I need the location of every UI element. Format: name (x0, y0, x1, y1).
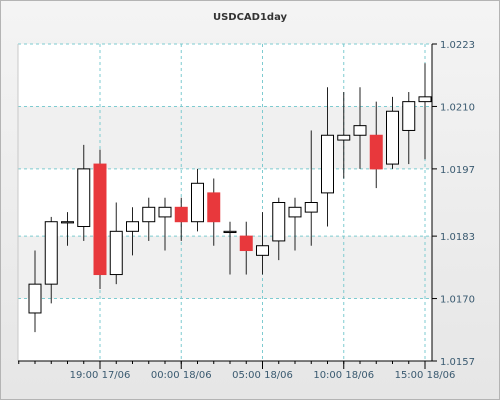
candle-body-up (288, 206, 302, 218)
candle-body-up (321, 134, 334, 194)
plot-band (18, 298, 432, 361)
candle-body-up (353, 125, 367, 136)
candle-body-up (402, 101, 416, 131)
candle-body-up (223, 230, 237, 234)
candle-body-up (191, 182, 204, 223)
candle-body-down (93, 163, 107, 276)
candle-body-up (28, 283, 42, 314)
chart-title: USDCAD1day (212, 12, 288, 23)
x-tick-label: 00:00 18/06 (151, 370, 212, 381)
candle-body-up (44, 221, 58, 285)
candle-body-up (256, 245, 269, 256)
candle-body-up (418, 96, 432, 103)
candle-body-down (239, 235, 253, 252)
x-tick-label: 19:00 17/06 (70, 370, 131, 381)
candle-body-down (174, 206, 188, 223)
plot-band (18, 44, 432, 107)
y-tick-label: 1.0197 (440, 165, 475, 176)
candle-body-down (369, 134, 383, 170)
candle-body-up (126, 221, 139, 232)
y-tick-label: 1.0223 (440, 40, 475, 51)
candle-body-up (158, 206, 172, 218)
candle-body-up (386, 110, 399, 165)
candle-body-down (207, 192, 221, 223)
y-tick-label: 1.0210 (440, 102, 475, 113)
candle-body-up (61, 221, 74, 224)
candle-body-up (337, 134, 351, 141)
candle-body-up (142, 206, 156, 223)
candle-body-up (304, 202, 318, 213)
y-tick-label: 1.0157 (440, 357, 475, 368)
candle-body-up (77, 168, 91, 228)
candle-body-up (109, 230, 123, 276)
y-tick-label: 1.0183 (440, 232, 475, 243)
x-tick-label: 10:00 18/06 (313, 370, 374, 381)
y-tick-label: 1.0170 (440, 295, 475, 306)
candle-body-up (272, 202, 286, 242)
x-tick-label: 05:00 18/06 (232, 370, 293, 381)
x-tick-label: 15:00 18/06 (395, 370, 456, 381)
